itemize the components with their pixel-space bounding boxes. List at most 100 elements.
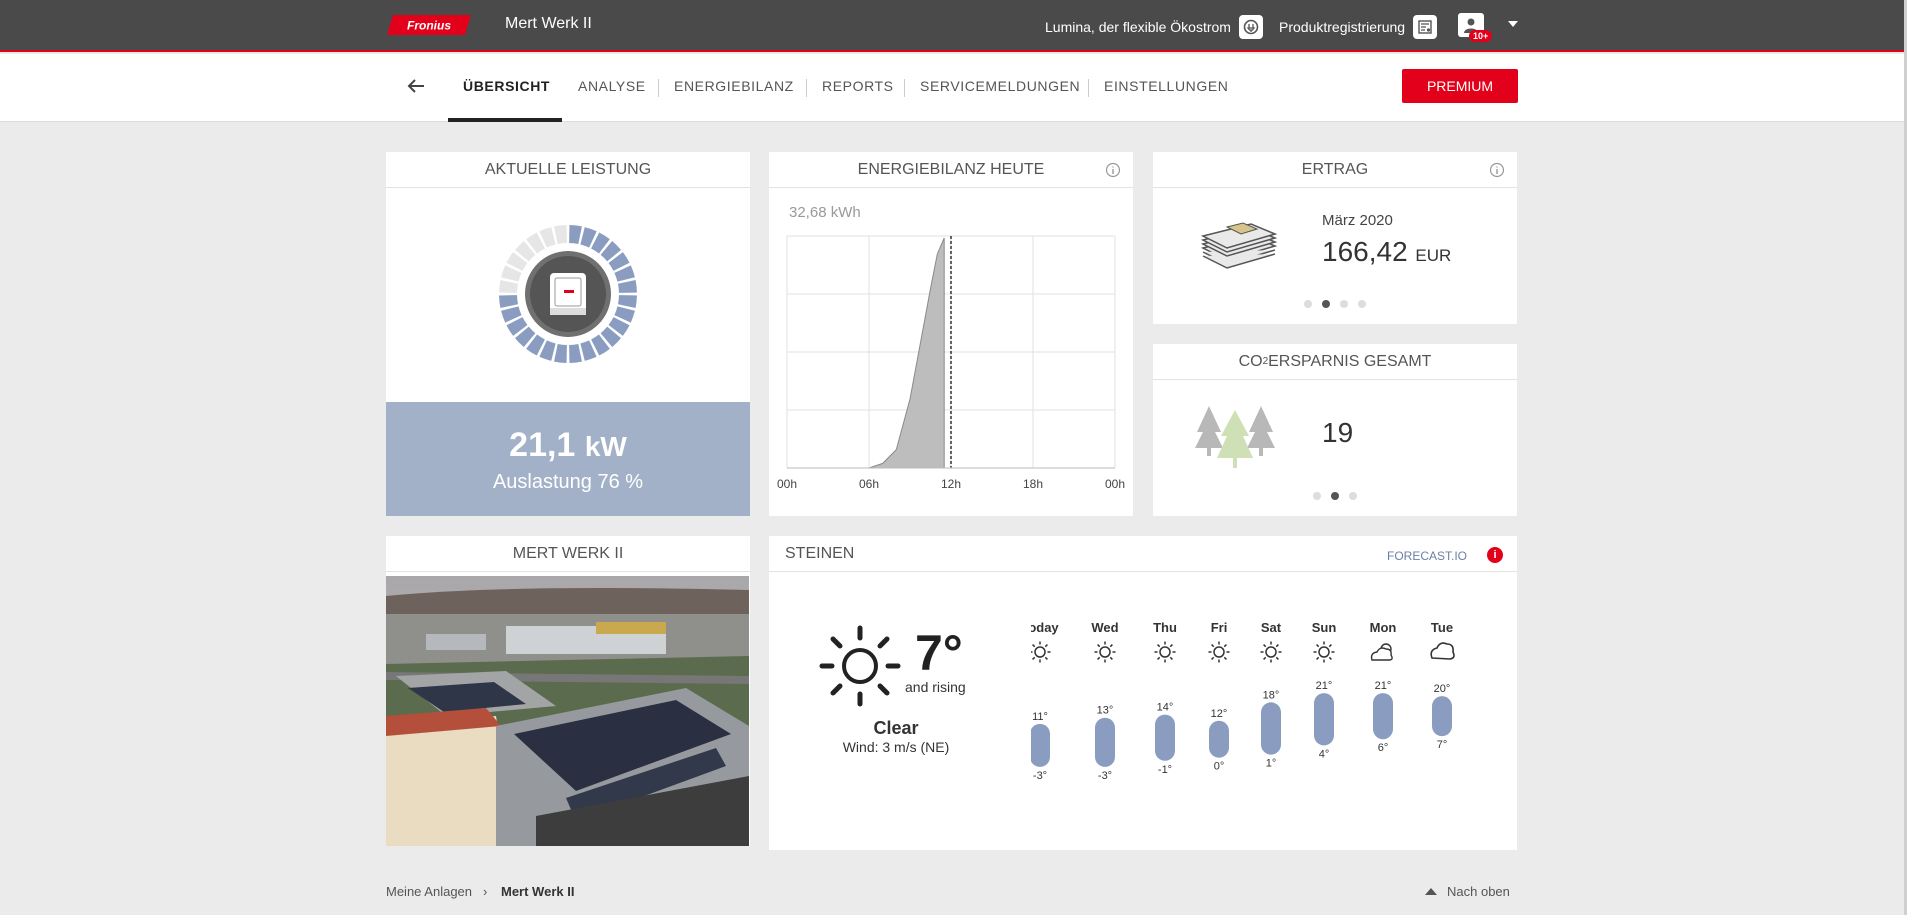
low-temperature: 6° [1378,742,1389,754]
tab-energiebilanz[interactable]: ENERGIEBILANZ [674,78,794,94]
gauge-segment [514,240,536,262]
fronius-logo[interactable]: Fronius [385,14,473,36]
gauge-segment [569,343,582,363]
info-icon[interactable] [1105,162,1121,178]
gauge-segment [539,340,556,361]
energy-balance-chart[interactable]: 00h 06h 12h 18h 00h [769,222,1133,516]
temperature-range-bar [1095,717,1115,767]
arrow-left-icon[interactable] [404,74,428,98]
gauge-segment [526,334,545,356]
gauge-segment [617,295,637,308]
high-temperature: 14° [1157,702,1174,714]
card-title: CO 2 ERSPARNIS GESAMT [1153,344,1517,380]
forecast-day-label: Sat [1261,620,1282,635]
yield-pager [1304,300,1366,308]
yield-card: ERTRAG März 2020 166,42 EUR [1153,152,1517,324]
pager-dot[interactable] [1304,300,1312,308]
temperature-range-bar [1209,720,1229,758]
gauge-segment [554,225,567,245]
co2-savings-card: CO 2 ERSPARNIS GESAMT 19 [1153,344,1517,516]
cloud-icon [1430,642,1455,660]
high-temperature: 18° [1263,689,1280,701]
card-title: ENERGIEBILANZ HEUTE [857,160,1045,178]
gauge-segment [608,317,630,336]
tab-uebersicht[interactable]: ÜBERSICHT [463,78,551,94]
production-area [787,237,945,469]
temperature-range-bar [1432,696,1452,737]
current-power-card: AKTUELLE LEISTUNG 21,1 kW Auslastung 76 … [386,152,750,516]
tab-einstellungen[interactable]: EINSTELLUNGEN [1104,78,1229,94]
gauge-segment [539,227,556,248]
partly-cloudy-icon [1370,643,1393,661]
temperature-range-bar [1155,714,1175,761]
info-icon[interactable] [1489,162,1505,178]
yield-unit: EUR [1415,246,1452,265]
sun-icon [1154,641,1176,663]
tab-reports[interactable]: REPORTS [822,78,894,94]
power-plug-icon [1238,15,1263,39]
gauge-segment [554,343,567,363]
tab-separator [806,79,807,97]
sun-icon [1208,641,1230,663]
pager-dot[interactable] [1340,300,1348,308]
gauge-segment [580,340,597,361]
card-title: MERT WERK II [386,536,750,572]
sun-icon [1260,641,1282,663]
tab-separator [658,79,659,97]
sun-icon [1031,641,1051,663]
tab-analyse[interactable]: ANALYSE [578,78,646,94]
energy-balance-card: ENERGIEBILANZ HEUTE 32,68 kWh 00h 06h 12h 1… [769,152,1133,516]
pager-dot[interactable] [1349,492,1357,500]
lumina-label: Lumina, der flexible Ökostrom [1045,19,1231,35]
x-tick-label: 06h [859,477,879,491]
wind-info: Wind: 3 m/s (NE) [842,739,950,755]
co2-pager [1313,492,1357,500]
premium-button[interactable]: PREMIUM [1402,69,1518,103]
gauge-segment [501,306,522,323]
weather-condition: Clear [873,718,919,738]
money-stack-icon [1201,222,1277,269]
product-registration-label: Produktregistrierung [1279,19,1406,35]
current-temperature: 7° [915,625,963,681]
brand-text: Fronius [407,19,451,33]
breadcrumb-separator: › [483,884,488,899]
tab-servicemeldungen[interactable]: SERVICEMELDUNGEN [920,78,1081,94]
plant-photo[interactable] [386,576,749,846]
pager-dot[interactable] [1313,492,1321,500]
forecast-day-label: Fri [1211,620,1228,635]
x-tick-label: 18h [1023,477,1043,491]
back-to-top-link[interactable]: Nach oben [1425,884,1510,899]
gauge-segment [614,306,635,323]
temperature-range-bar [1031,723,1050,767]
high-temperature: 11° [1032,711,1048,723]
gauge-segment [591,334,610,356]
forecast-day-label: Mon [1370,620,1397,635]
scrollbar[interactable] [1904,0,1907,915]
low-temperature: -3° [1098,770,1112,782]
card-title: ERTRAG [1301,160,1369,178]
pager-dot[interactable] [1358,300,1366,308]
x-tick-label: 00h [1105,477,1125,491]
info-icon[interactable]: i [1487,547,1503,563]
card-title: AKTUELLE LEISTUNG [386,152,750,188]
forecast-day-label: Thu [1153,620,1177,635]
plant-name[interactable]: Mert Werk II [505,15,592,32]
chevron-down-icon[interactable] [1508,21,1518,27]
high-temperature: 21° [1375,680,1392,692]
gauge-segment [617,280,637,293]
pager-dot-active[interactable] [1331,492,1339,500]
product-registration-link[interactable]: Produktregistrierung [1279,15,1438,39]
sun-icon [819,625,901,707]
pager-dot-active[interactable] [1322,300,1330,308]
weather-forecast: Today 11° -3° Wed 13° -3° Thu 14° -1° Fri 12° 0° Sat… [1031,620,1455,782]
sun-icon [1313,641,1335,663]
registration-form-icon [1413,15,1438,39]
low-temperature: 7° [1437,739,1448,751]
forecast-provider-link[interactable]: FORECAST.IO [1386,549,1467,563]
weather-card: STEINEN FORECAST.IO i 7° and rising Clea… [769,536,1517,850]
energy-total: 32,68 kWh [789,204,861,221]
notification-badge[interactable]: 10+ [1469,30,1493,42]
lumina-link[interactable]: Lumina, der flexible Ökostrom [1045,15,1263,39]
breadcrumb-home[interactable]: Meine Anlagen [386,884,473,899]
breadcrumb-current: Mert Werk II [501,884,575,899]
